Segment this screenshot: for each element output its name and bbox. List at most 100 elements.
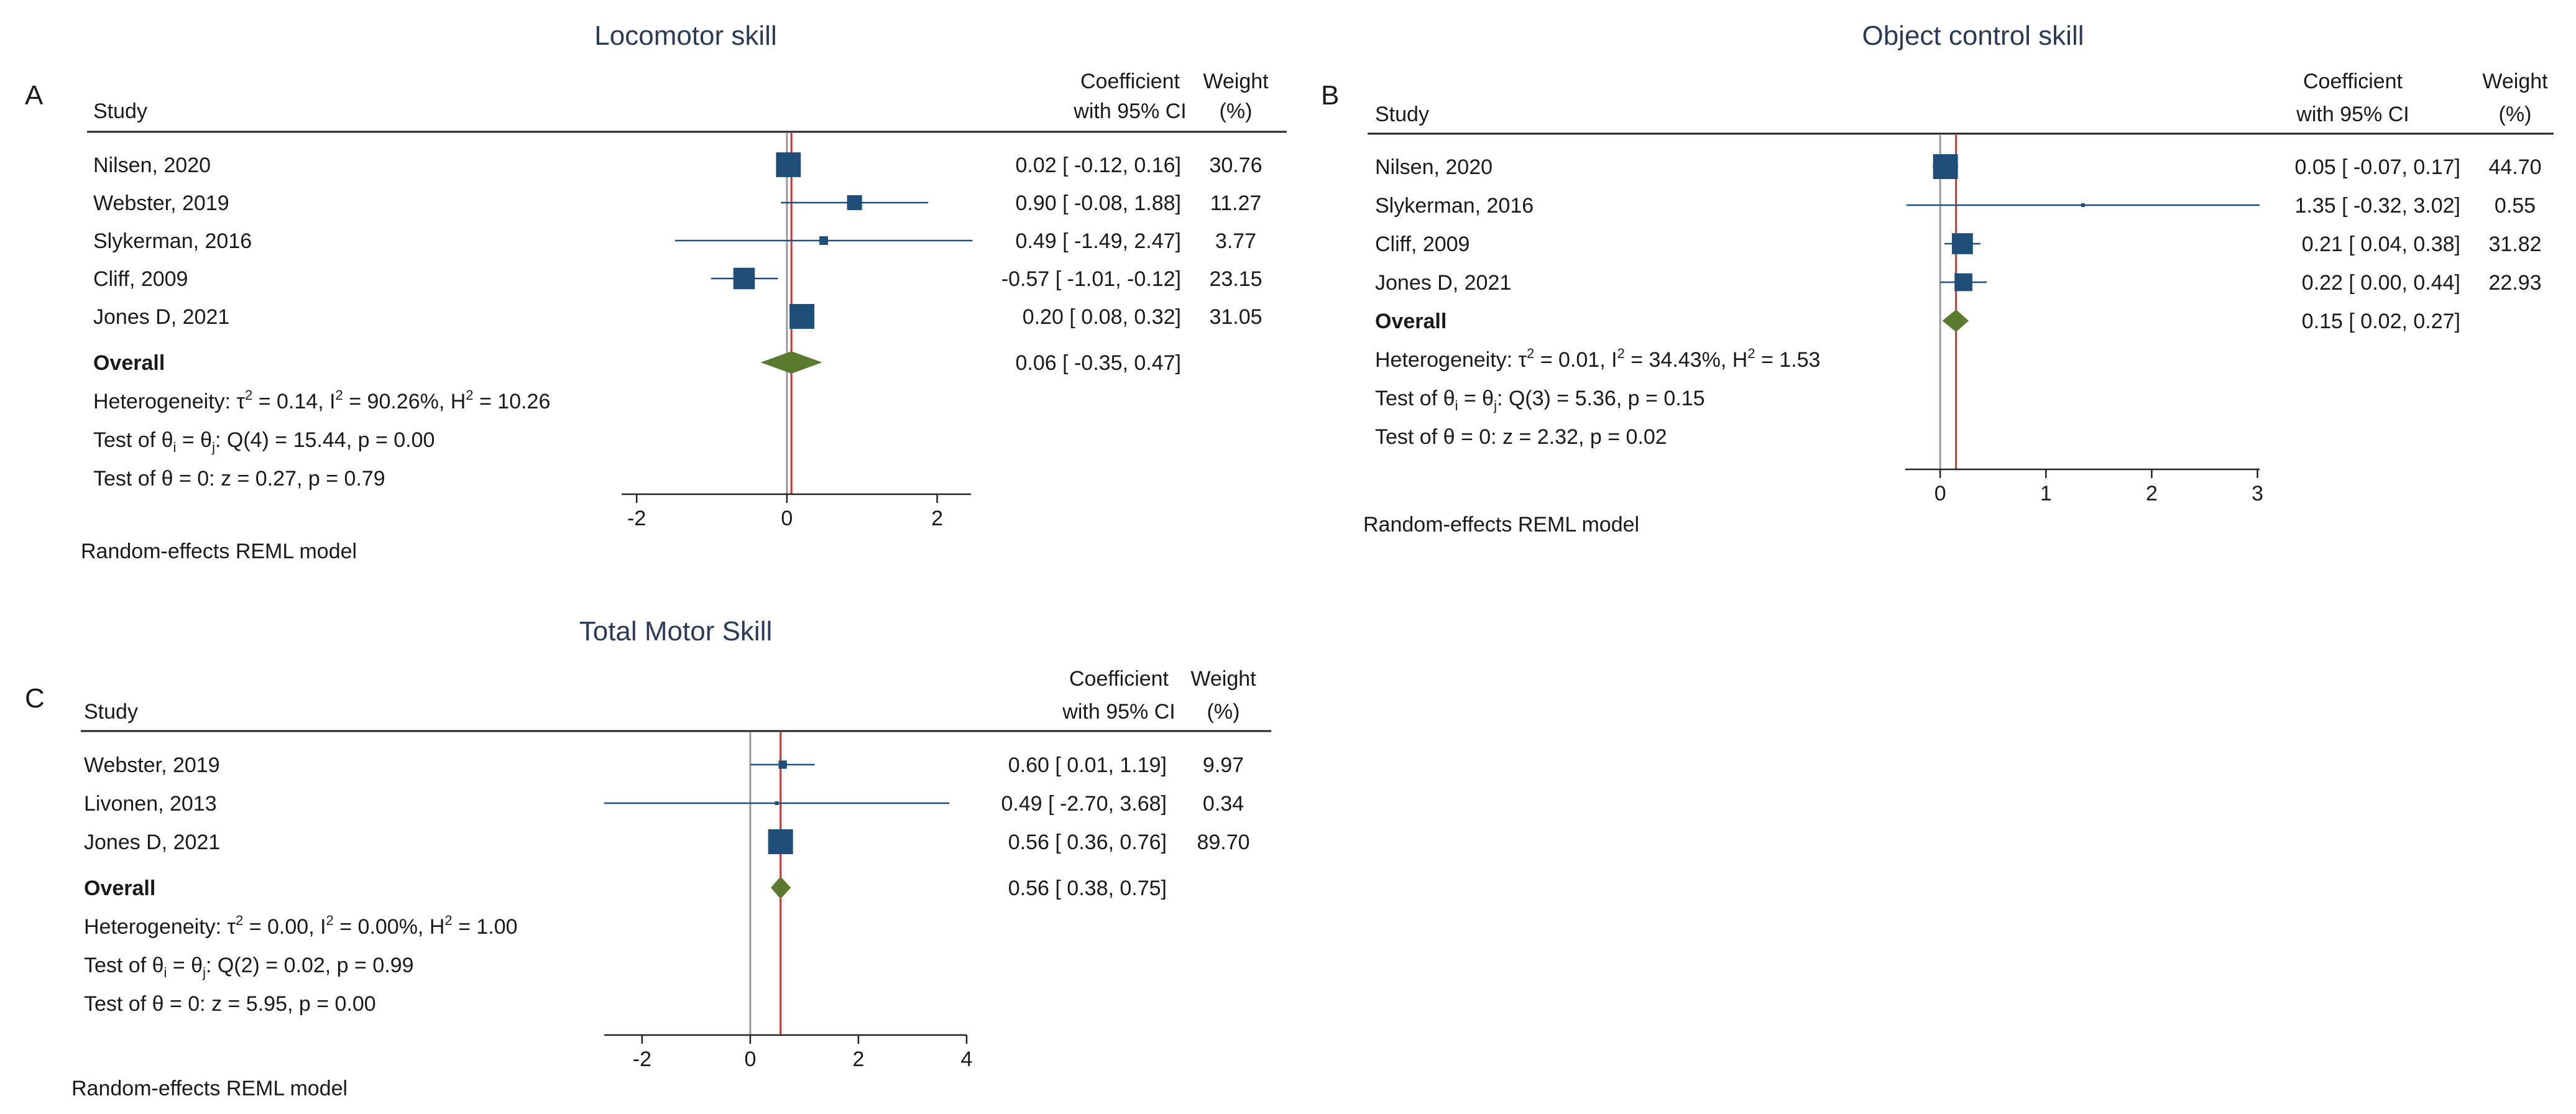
overall-label: Overall xyxy=(84,877,155,900)
effect-marker xyxy=(2081,203,2085,207)
study-weight: 9.97 xyxy=(1203,753,1244,777)
panel-title: Locomotor skill xyxy=(594,21,776,51)
effect-marker xyxy=(733,267,755,290)
heterogeneity-stat: Heterogeneity: τ2 = 0.01, I2 = 34.43%, H… xyxy=(1375,346,1820,372)
x-tick-label: -2 xyxy=(633,1047,651,1071)
effect-marker xyxy=(1933,154,1958,179)
study-weight: 89.70 xyxy=(1197,831,1249,854)
study-label: Slykerman, 2016 xyxy=(1375,194,1534,218)
overall-row: Overall 0.15 [ 0.02, 0.27] xyxy=(1375,310,2460,333)
overall-label: Overall xyxy=(93,351,165,375)
study-ci-text: -0.57 [ -1.01, -0.12] xyxy=(1001,267,1181,291)
panel-letter: C xyxy=(25,683,45,714)
study-weight: 3.77 xyxy=(1215,229,1256,253)
effect-marker xyxy=(1954,273,1972,292)
study-label: Webster, 2019 xyxy=(84,753,220,777)
study-label: Jones D, 2021 xyxy=(93,305,229,329)
header-weight-line2: (%) xyxy=(1207,700,1240,724)
overall-ci-text: 0.06 [ -0.35, 0.47] xyxy=(1015,351,1181,375)
header-coef-line1: Coefficient xyxy=(1069,667,1169,691)
header-weight-line2: (%) xyxy=(2499,103,2532,126)
overall-ci-text: 0.56 [ 0.38, 0.75] xyxy=(1008,877,1167,900)
study-label: Cliff, 2009 xyxy=(93,267,188,291)
effect-marker xyxy=(776,152,801,177)
study-weight: 30.76 xyxy=(1209,154,1262,177)
study-weight: 31.82 xyxy=(2488,232,2541,256)
study-ci-text: 0.02 [ -0.12, 0.16] xyxy=(1015,154,1181,177)
study-row: Livonen, 2013 0.49 [ -2.70, 3.68] 0.34 xyxy=(84,792,1244,816)
header-study: Study xyxy=(84,700,138,724)
panel-title: Object control skill xyxy=(1862,21,2084,51)
panel-title: Total Motor Skill xyxy=(579,616,773,647)
x-tick-label: 2 xyxy=(931,507,943,530)
effect-marker xyxy=(1952,233,1973,254)
panel-letter: A xyxy=(25,80,44,111)
study-row: Jones D, 2021 0.20 [ 0.08, 0.32] 31.05 xyxy=(93,304,1263,329)
header-coef-line2: with 95% CI xyxy=(1073,99,1186,123)
x-tick-label: 4 xyxy=(961,1047,973,1071)
overall-row: Overall 0.56 [ 0.38, 0.75] xyxy=(84,877,1167,900)
study-ci-text: 0.05 [ -0.07, 0.17] xyxy=(2294,155,2460,179)
overall-row: Overall 0.06 [ -0.35, 0.47] xyxy=(93,351,1181,375)
overall-diamond xyxy=(1942,310,1969,332)
model-footnote: Random-effects REML model xyxy=(81,540,357,563)
study-weight: 31.05 xyxy=(1209,305,1262,329)
study-ci-text: 0.22 [ 0.00, 0.44] xyxy=(2302,271,2460,295)
x-axis: 0 1 2 3 xyxy=(1905,468,2263,505)
study-row: Webster, 2019 0.60 [ 0.01, 1.19] 9.97 xyxy=(84,753,1244,777)
study-ci-text: 0.20 [ 0.08, 0.32] xyxy=(1023,305,1181,329)
x-tick-label: 2 xyxy=(2146,482,2158,505)
panel-b: Object control skill B Study Coefficient wit… xyxy=(1321,21,2554,536)
test-homogeneity-stat: Test of θi = θj: Q(3) = 5.36, p = 0.15 xyxy=(1375,387,1705,413)
panel-a: Locomotor skill A Study Coefficient with 95%… xyxy=(25,21,1287,563)
study-label: Jones D, 2021 xyxy=(84,831,220,854)
effect-marker xyxy=(768,829,793,854)
x-tick-label: 2 xyxy=(853,1047,865,1071)
study-row: Cliff, 2009 -0.57 [ -1.01, -0.12] 23.15 xyxy=(93,267,1263,291)
study-label: Livonen, 2013 xyxy=(84,792,217,816)
effect-marker xyxy=(778,760,787,769)
x-tick-label: 0 xyxy=(1934,482,1946,505)
heterogeneity-stat: Heterogeneity: τ2 = 0.14, I2 = 90.26%, H… xyxy=(93,387,550,413)
study-label: Webster, 2019 xyxy=(93,191,229,215)
test-homogeneity-stat: Test of θi = θj: Q(4) = 15.44, p = 0.00 xyxy=(93,428,435,455)
header-study: Study xyxy=(93,99,147,123)
header-coef-line1: Coefficient xyxy=(1080,70,1180,93)
header-weight-line1: Weight xyxy=(1203,70,1269,93)
heterogeneity-stat: Heterogeneity: τ2 = 0.00, I2 = 0.00%, H2… xyxy=(84,913,518,939)
study-weight: 44.70 xyxy=(2488,155,2541,179)
study-ci-text: 1.35 [ -0.32, 3.02] xyxy=(2294,194,2460,218)
model-footnote: Random-effects REML model xyxy=(1363,513,1639,536)
study-label: Jones D, 2021 xyxy=(1375,271,1511,295)
study-label: Nilsen, 2020 xyxy=(93,154,211,177)
overall-label: Overall xyxy=(1375,310,1447,333)
study-label: Nilsen, 2020 xyxy=(1375,155,1493,179)
overall-ci-text: 0.15 [ 0.02, 0.27] xyxy=(2302,310,2460,333)
x-tick-label: 3 xyxy=(2252,482,2263,505)
study-label: Slykerman, 2016 xyxy=(93,229,252,253)
study-row: Jones D, 2021 0.56 [ 0.36, 0.76] 89.70 xyxy=(84,829,1250,854)
study-row: Cliff, 2009 0.21 [ 0.04, 0.38] 31.82 xyxy=(1375,232,2542,256)
x-tick-label: -2 xyxy=(627,507,646,530)
test-zero-stat: Test of θ = 0: z = 5.95, p = 0.00 xyxy=(84,992,376,1016)
header-study: Study xyxy=(1375,103,1429,126)
study-row: Jones D, 2021 0.22 [ 0.00, 0.44] 22.93 xyxy=(1375,271,2542,295)
study-weight: 23.15 xyxy=(1209,267,1262,291)
header-weight-line2: (%) xyxy=(1220,99,1253,123)
x-tick-label: 0 xyxy=(781,507,793,530)
header-coef-line2: with 95% CI xyxy=(2296,103,2409,126)
study-weight: 11.27 xyxy=(1210,191,1262,215)
panel-c: Total Motor Skill C Study Coefficient with 9… xyxy=(25,616,1271,1100)
header-weight-line1: Weight xyxy=(1190,667,1256,691)
study-ci-text: 0.60 [ 0.01, 1.19] xyxy=(1008,753,1167,777)
test-zero-stat: Test of θ = 0: z = 0.27, p = 0.79 xyxy=(93,467,385,490)
model-footnote: Random-effects REML model xyxy=(71,1077,347,1100)
header-weight-line1: Weight xyxy=(2482,70,2548,93)
test-homogeneity-stat: Test of θi = θj: Q(2) = 0.02, p = 0.99 xyxy=(84,954,414,980)
study-ci-text: 0.21 [ 0.04, 0.38] xyxy=(2302,232,2460,256)
test-zero-stat: Test of θ = 0: z = 2.32, p = 0.02 xyxy=(1375,425,1667,449)
effect-marker xyxy=(819,236,829,245)
study-row: Nilsen, 2020 0.02 [ -0.12, 0.16] 30.76 xyxy=(93,152,1263,177)
header-coef-line2: with 95% CI xyxy=(1062,700,1175,724)
